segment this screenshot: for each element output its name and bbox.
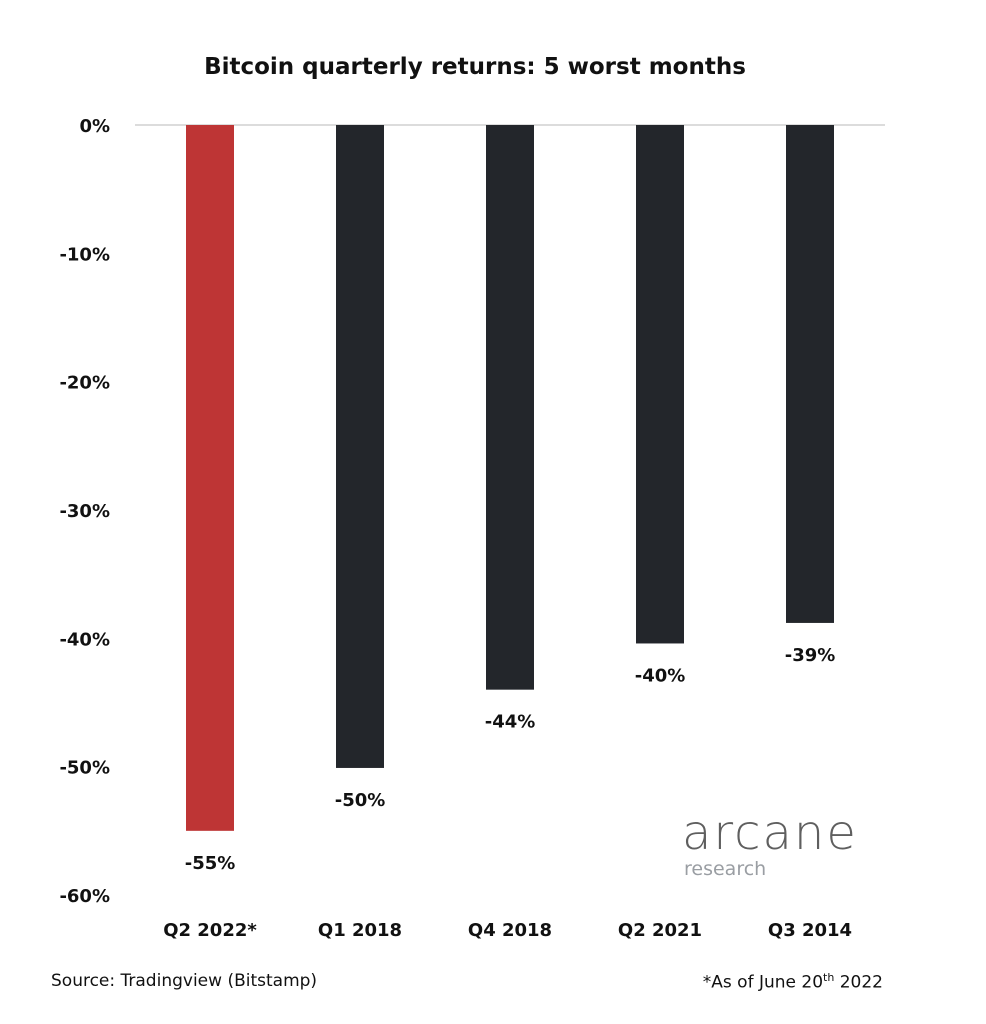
y-tick-label: -40% [59, 629, 110, 650]
data-label: -44% [485, 712, 536, 733]
x-tick-label: Q3 2014 [768, 920, 852, 941]
x-tick-label: Q1 2018 [318, 920, 402, 941]
bar [636, 125, 684, 644]
bar [486, 125, 534, 690]
data-label: -50% [335, 790, 386, 811]
y-tick-label: -20% [59, 373, 110, 394]
data-label: -40% [635, 665, 686, 686]
y-tick-label: -50% [59, 758, 110, 779]
logo-name: arcane [682, 805, 858, 861]
arcane-research-logo: arcane research [682, 808, 858, 880]
logo-sub: research [684, 858, 767, 880]
bar [786, 125, 834, 623]
date-footnote: *As of June 20th 2022 [703, 971, 883, 993]
x-tick-label: Q2 2021 [618, 920, 702, 941]
y-tick-label: -60% [59, 886, 110, 907]
data-label: -55% [185, 853, 236, 874]
x-tick-label: Q4 2018 [468, 920, 552, 941]
source-note: Source: Tradingview (Bitstamp) [51, 971, 318, 991]
footnote-sup: th [823, 971, 835, 984]
y-tick-label: -30% [59, 501, 110, 522]
data-label: -39% [785, 645, 836, 666]
footnote-text: *As of June 20 [702, 972, 824, 993]
footnote-year: 2022 [834, 972, 883, 993]
x-tick-label: Q2 2022* [163, 920, 257, 941]
chart-title: Bitcoin quarterly returns: 5 worst month… [204, 54, 746, 80]
y-tick-label: 0% [79, 116, 110, 137]
bar [336, 125, 384, 768]
bar [186, 125, 234, 831]
y-tick-label: -10% [59, 244, 110, 265]
